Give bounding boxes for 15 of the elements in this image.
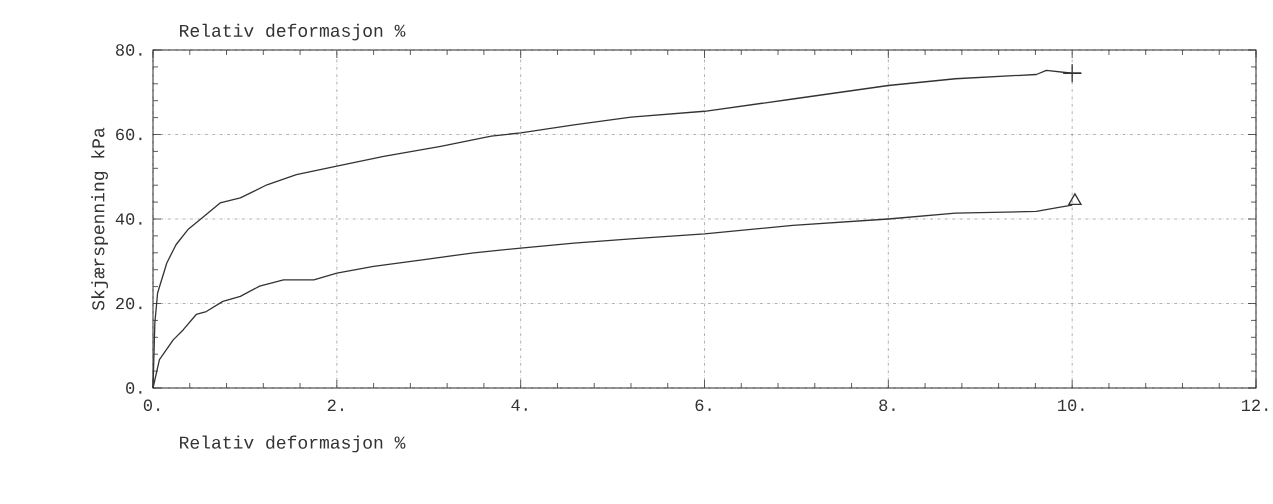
x-tick-label: 12. [1241, 399, 1268, 411]
x-tick-label: 0. [143, 399, 160, 412]
y-tick-label: 20. [116, 297, 142, 310]
x-tick-label: 2. [327, 399, 343, 411]
x-tick-label: 10. [1058, 399, 1084, 412]
x-tick-label: 6. [695, 399, 711, 412]
x-tick-label: 8. [879, 399, 895, 412]
chart-title: Relativ deformasjon % [180, 23, 406, 41]
x-axis-title: Relativ deformasjon % [180, 435, 406, 453]
y-tick-label: 40. [115, 213, 142, 225]
x-tick-label: 4. [511, 399, 527, 411]
y-axis-title: Skjærspenning kPa [91, 127, 108, 311]
y-tick-label: 0. [126, 382, 142, 394]
y-tick-label: 80. [115, 44, 142, 56]
y-tick-label: 60. [116, 128, 142, 141]
